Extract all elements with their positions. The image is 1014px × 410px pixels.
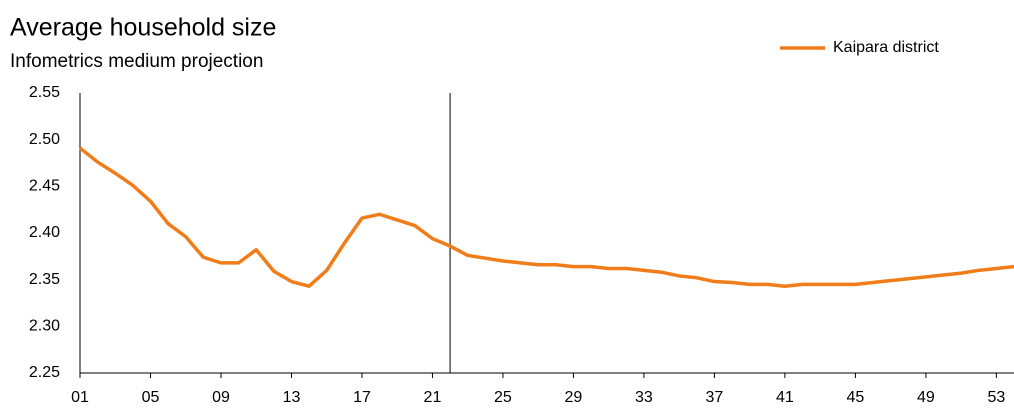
x-tick-label: 17 xyxy=(353,389,371,406)
y-tick-label: 2.25 xyxy=(29,364,60,381)
y-tick-label: 2.45 xyxy=(29,178,60,195)
y-tick-label: 2.30 xyxy=(29,318,60,335)
x-tick-label: 33 xyxy=(635,389,653,406)
x-tick-label: 05 xyxy=(142,389,160,406)
y-tick-label: 2.50 xyxy=(29,131,60,148)
y-tick-label: 2.40 xyxy=(29,224,60,241)
data-line xyxy=(78,146,1014,288)
x-tick-label: 49 xyxy=(917,389,935,406)
legend-label: Kaipara district xyxy=(833,39,939,56)
y-tick-label: 2.35 xyxy=(29,271,60,288)
y-tick-label: 2.55 xyxy=(29,84,60,101)
x-tick-label: 21 xyxy=(424,389,442,406)
x-tick-label: 09 xyxy=(212,389,230,406)
chart-title: Average household size xyxy=(10,14,276,42)
x-tick-label: 41 xyxy=(776,389,794,406)
x-tick-label: 13 xyxy=(283,389,301,406)
x-tick-label: 37 xyxy=(706,389,724,406)
chart-subtitle: Infometrics medium projection xyxy=(10,51,263,72)
x-tick-label: 01 xyxy=(71,389,89,406)
x-tick-label: 45 xyxy=(846,389,864,406)
x-tick-label: 53 xyxy=(987,389,1005,406)
x-tick-label: 25 xyxy=(494,389,512,406)
x-tick-label: 29 xyxy=(565,389,583,406)
